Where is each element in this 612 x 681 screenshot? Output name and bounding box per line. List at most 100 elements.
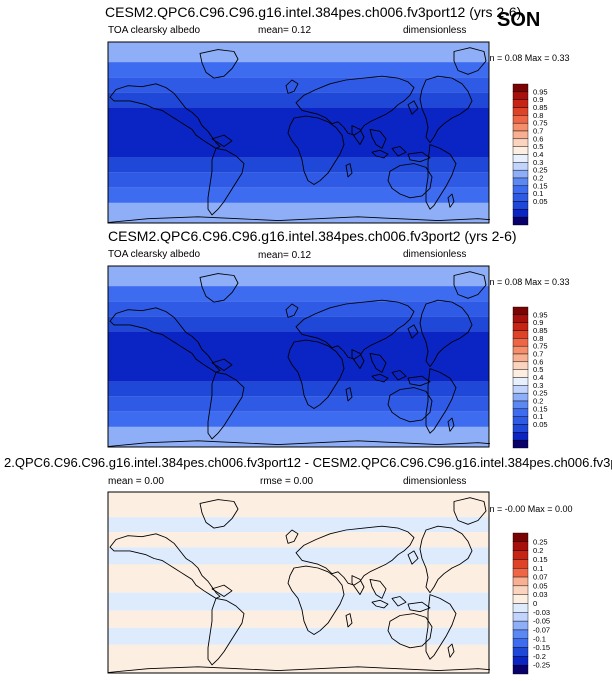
- colorbar-tick-label: 0.2: [533, 546, 543, 555]
- panel-1-variable: TOA clearsky albedo: [108, 25, 201, 36]
- colorbar-tick-label: 0.3: [533, 158, 543, 167]
- colorbar-tick-label: 0.75: [533, 342, 548, 351]
- season-label: SON: [497, 9, 541, 31]
- map-band: [108, 492, 489, 518]
- colorbar-swatch: [512, 432, 529, 441]
- colorbar-swatch: [512, 209, 529, 218]
- colorbar-swatch: [512, 115, 529, 124]
- map-band: [108, 396, 489, 412]
- map-band: [108, 381, 489, 397]
- colorbar-swatch: [512, 664, 529, 675]
- map-band: [108, 532, 489, 548]
- colorbar-tick-label: 0: [533, 599, 537, 608]
- colorbar-tick-label: 0.05: [533, 581, 548, 590]
- colorbar-swatch: [512, 216, 529, 226]
- colorbar-swatch: [512, 130, 529, 140]
- map-band: [108, 62, 489, 78]
- colorbar-swatch: [512, 306, 529, 316]
- colorbar-tick-label: 0.2: [533, 397, 543, 406]
- colorbar-swatch: [512, 400, 529, 410]
- colorbar-swatch: [512, 541, 529, 551]
- colorbar-swatch: [512, 647, 529, 657]
- map-band: [108, 202, 489, 223]
- colorbar-tick-label: 0.5: [533, 365, 543, 374]
- colorbar-swatch: [512, 83, 529, 93]
- colorbar-tick-label: 0.05: [533, 420, 548, 429]
- colorbar-swatch: [512, 146, 529, 155]
- panel-2-mean: mean= 0.12: [258, 250, 312, 261]
- colorbar-swatch: [512, 201, 529, 210]
- panel-2-colorbar: 0.950.90.850.80.750.70.60.50.40.30.250.2…: [512, 306, 548, 449]
- colorbar-tick-label: 0.4: [533, 150, 543, 159]
- panel-1-bands: [108, 42, 489, 223]
- colorbar-swatch: [512, 424, 529, 433]
- colorbar-swatch: [512, 330, 529, 339]
- colorbar-swatch: [512, 385, 529, 394]
- colorbar-tick-label: 0.07: [533, 573, 548, 582]
- colorbar-swatch: [512, 439, 529, 449]
- colorbar-swatch: [512, 594, 529, 604]
- colorbar-swatch: [512, 177, 529, 187]
- panel-1-mean: mean= 0.12: [258, 25, 312, 36]
- colorbar-swatch: [512, 353, 529, 363]
- colorbar-tick-label: 0.6: [533, 134, 543, 143]
- map-band: [108, 592, 489, 611]
- colorbar-swatch: [512, 369, 529, 378]
- colorbar-tick-label: 0.95: [533, 87, 548, 96]
- panel-1-title: CESM2.QPC6.C96.C96.g16.intel.384pes.ch00…: [105, 4, 522, 20]
- colorbar-swatch: [512, 416, 529, 425]
- map-band: [108, 301, 489, 317]
- colorbar-tick-label: 0.95: [533, 310, 548, 319]
- panel-2-units: dimensionless: [403, 249, 467, 260]
- map-band: [108, 644, 489, 673]
- panel-3-mean: mean = 0.00: [108, 476, 164, 487]
- panel-3-frame: [107, 491, 490, 674]
- colorbar-tick-label: 0.05: [533, 197, 548, 206]
- colorbar-tick-label: -0.05: [533, 617, 550, 626]
- colorbar-tick-label: 0.1: [533, 412, 543, 421]
- colorbar-swatch: [512, 559, 529, 569]
- colorbar-tick-label: 0.2: [533, 174, 543, 183]
- colorbar-tick-label: 0.1: [533, 189, 543, 198]
- colorbar-tick-label: 0.6: [533, 357, 543, 366]
- colorbar-tick-label: 0.03: [533, 590, 548, 599]
- panel-2-minmax: Min = 0.08 Max = 0.33: [480, 277, 570, 287]
- colorbar-tick-label: 0.8: [533, 334, 543, 343]
- colorbar-swatch: [512, 338, 529, 347]
- colorbar-swatch: [512, 638, 529, 648]
- colorbar-tick-label: 0.75: [533, 119, 548, 128]
- colorbar-swatch: [512, 169, 529, 179]
- colorbar-tick-label: 0.5: [533, 142, 543, 151]
- map-band: [108, 564, 489, 593]
- colorbar-tick-label: -0.25: [533, 661, 550, 670]
- map-band: [108, 610, 489, 628]
- map-band: [108, 316, 489, 332]
- panel-3-minmax: Min = -0.00 Max = 0.00: [480, 504, 573, 514]
- panel-2-variable: TOA clearsky albedo: [108, 249, 201, 260]
- colorbar-swatch: [512, 193, 529, 202]
- colorbar-swatch: [512, 377, 529, 386]
- colorbar-swatch: [512, 91, 529, 100]
- colorbar-tick-label: 0.15: [533, 404, 548, 413]
- map-band: [108, 187, 489, 203]
- map-band: [108, 426, 489, 447]
- colorbar-tick-label: 0.85: [533, 103, 548, 112]
- colorbar-swatch: [512, 138, 529, 147]
- panel-3-units: dimensionless: [403, 476, 467, 487]
- colorbar-swatch: [512, 392, 529, 402]
- colorbar-swatch: [512, 314, 529, 323]
- panel-1-frame: [107, 41, 490, 224]
- panel-3-colorbar: 0.250.20.150.10.070.050.030-0.03-0.05-0.…: [512, 532, 550, 675]
- panel-3-map: [107, 491, 491, 674]
- colorbar-swatch: [512, 568, 529, 578]
- colorbar-tick-label: 0.9: [533, 318, 543, 327]
- map-band: [108, 266, 489, 287]
- colorbar-tick-label: 0.8: [533, 111, 543, 120]
- panel-2-map: [107, 265, 491, 448]
- colorbar-swatch: [512, 656, 529, 666]
- colorbar-tick-label: 0.7: [533, 127, 543, 136]
- colorbar-tick-label: 0.7: [533, 350, 543, 359]
- colorbar-tick-label: -0.03: [533, 608, 550, 617]
- map-band: [108, 42, 489, 63]
